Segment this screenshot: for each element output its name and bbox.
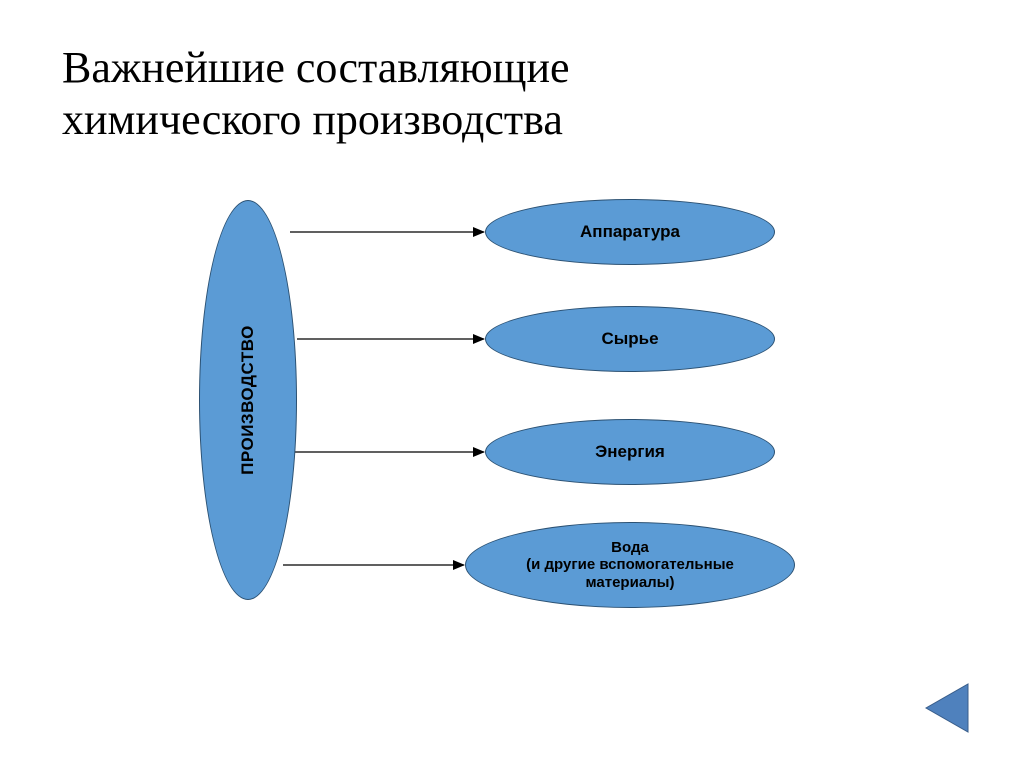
edges-layer <box>0 0 1024 767</box>
node-apparatus: Аппаратура <box>485 199 775 265</box>
node-water: Вода(и другие вспомогательныематериалы) <box>465 522 795 608</box>
node-water-label: Вода(и другие вспомогательныематериалы) <box>508 539 752 591</box>
node-energy: Энергия <box>485 419 775 485</box>
node-energy-label: Энергия <box>577 442 683 462</box>
triangle-left-icon <box>920 680 976 736</box>
diagram-canvas: ПРОИЗВОДСТВО Аппаратура Сырье Энергия Вода(… <box>0 0 1024 767</box>
node-production-label: ПРОИЗВОДСТВО <box>238 325 258 475</box>
node-raw-label: Сырье <box>583 329 676 349</box>
node-raw: Сырье <box>485 306 775 372</box>
node-apparatus-label: Аппаратура <box>562 222 698 242</box>
prev-slide-button[interactable] <box>920 680 976 736</box>
node-production: ПРОИЗВОДСТВО <box>199 200 297 600</box>
